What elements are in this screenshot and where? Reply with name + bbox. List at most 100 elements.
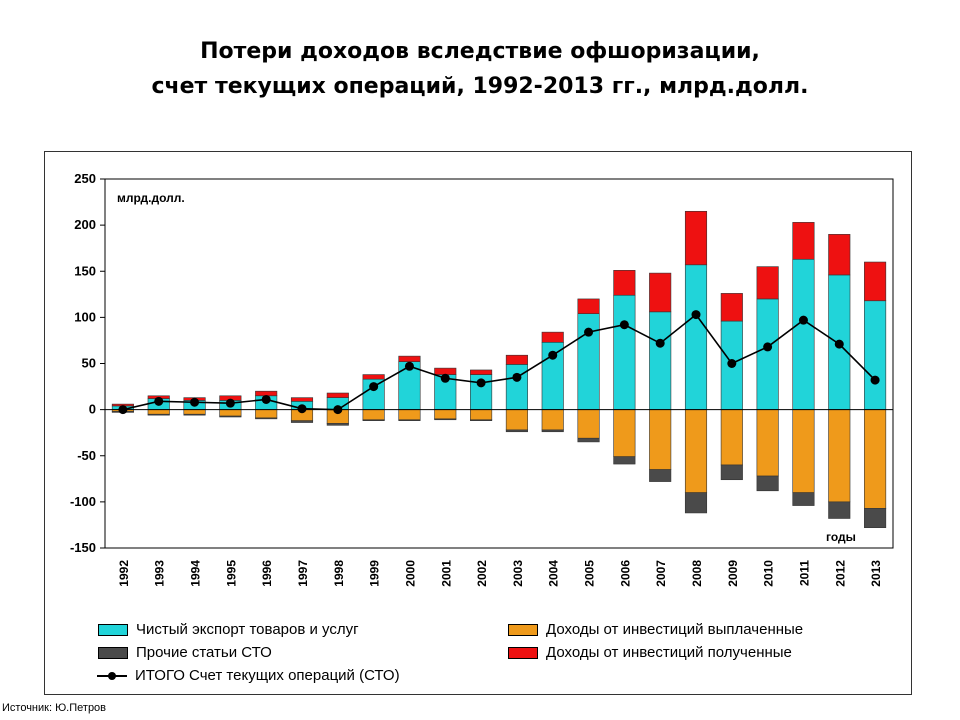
y-tick-label: 150 xyxy=(74,263,96,278)
x-tick-label-2005: 2005 xyxy=(583,560,597,587)
bar-other-1996 xyxy=(255,417,278,420)
bar-net-export-2007 xyxy=(649,311,672,410)
bar-other-2005 xyxy=(577,437,600,443)
total-point-2002 xyxy=(476,378,486,388)
bar-inv-received-2005 xyxy=(577,298,600,314)
bar-inv-paid-1999 xyxy=(362,409,385,421)
bar-inv-paid-2005 xyxy=(577,409,600,439)
bar-inv-paid-2000 xyxy=(398,409,421,421)
bar-inv-paid-2001 xyxy=(434,409,457,420)
bar-other-1994 xyxy=(183,413,206,416)
bar-other-2010 xyxy=(756,475,779,492)
x-tick-label-2009: 2009 xyxy=(726,560,740,587)
x-tick-label-1992: 1992 xyxy=(117,560,131,587)
bar-other-2004 xyxy=(541,429,564,433)
bar-inv-received-2004 xyxy=(541,331,564,343)
y-tick-label: 0 xyxy=(89,402,96,417)
bar-other-2011 xyxy=(792,492,815,506)
bar-net-export-2013 xyxy=(864,300,887,410)
bar-inv-received-2006 xyxy=(613,270,636,296)
x-tick-label-2000: 2000 xyxy=(403,560,417,587)
total-point-2009 xyxy=(727,359,737,368)
bar-inv-received-2002 xyxy=(470,369,493,375)
bar-inv-paid-1993 xyxy=(147,409,170,415)
bar-net-export-2010 xyxy=(756,298,779,410)
x-tick-label-2004: 2004 xyxy=(547,560,561,587)
total-series-line xyxy=(122,313,876,411)
total-point-2003 xyxy=(512,372,522,382)
bar-inv-paid-2003 xyxy=(505,409,528,431)
bar-inv-paid-1996 xyxy=(255,409,278,419)
y-unit-label: млрд.долл. xyxy=(117,191,185,205)
bar-other-2009 xyxy=(720,464,743,481)
total-point-1997 xyxy=(297,404,307,414)
x-tick-label-2013: 2013 xyxy=(869,560,883,587)
total-point-2006 xyxy=(619,320,629,330)
bar-inv-received-2012 xyxy=(828,234,851,276)
bar-inv-received-1998 xyxy=(326,392,349,398)
bar-inv-paid-1994 xyxy=(183,409,206,415)
total-point-2010 xyxy=(763,342,773,352)
bar-other-1997 xyxy=(290,420,314,423)
x-tick-label-1995: 1995 xyxy=(224,560,238,587)
bar-inv-received-2000 xyxy=(398,355,421,362)
x-tick-label-1997: 1997 xyxy=(296,560,310,587)
x-tick-label-1994: 1994 xyxy=(189,560,203,587)
x-tick-label-2007: 2007 xyxy=(654,560,668,587)
x-tick-label-2002: 2002 xyxy=(475,560,489,587)
bar-other-1993 xyxy=(147,413,170,416)
total-point-2004 xyxy=(548,350,558,360)
x-tick-label-2003: 2003 xyxy=(511,560,525,587)
bar-other-2008 xyxy=(684,492,708,514)
bar-inv-received-2008 xyxy=(684,210,708,266)
bar-other-2006 xyxy=(613,456,636,465)
total-point-1994 xyxy=(190,397,200,407)
bar-inv-paid-2012 xyxy=(828,409,851,503)
x-tick-label-1998: 1998 xyxy=(332,560,346,587)
x-tick-label-2008: 2008 xyxy=(690,560,704,587)
x-tick-label-2012: 2012 xyxy=(833,560,847,587)
bar-inv-paid-2010 xyxy=(756,409,779,477)
y-tick-label: 200 xyxy=(74,217,96,232)
bar-inv-received-2013 xyxy=(864,261,887,302)
bar-inv-received-1999 xyxy=(362,374,385,380)
source-note: Источник: Ю.Петров xyxy=(2,702,107,714)
x-tick-label-1993: 1993 xyxy=(153,560,167,587)
bar-other-1998 xyxy=(326,423,349,426)
bar-other-2001 xyxy=(434,418,457,421)
y-tick-label: -50 xyxy=(77,448,96,463)
bar-other-2012 xyxy=(828,501,851,519)
y-tick-label: -150 xyxy=(70,540,96,555)
total-point-1998 xyxy=(333,405,343,415)
bar-inv-paid-2008 xyxy=(684,409,708,493)
total-point-2007 xyxy=(655,338,665,348)
chart-title-line-1: Потери доходов вследствие офшоризации, xyxy=(200,39,760,64)
bar-other-2000 xyxy=(398,419,421,421)
total-point-2008 xyxy=(691,310,701,320)
y-tick-label: 50 xyxy=(82,356,96,371)
total-point-1995 xyxy=(225,398,235,408)
bar-inv-paid-2013 xyxy=(864,409,887,509)
total-point-2011 xyxy=(798,315,808,325)
x-tick-label-2001: 2001 xyxy=(439,560,453,587)
bar-net-export-2011 xyxy=(792,258,815,410)
bar-other-2013 xyxy=(864,508,887,529)
total-point-1996 xyxy=(261,394,271,404)
y-tick-label: -100 xyxy=(70,494,96,509)
bar-inv-paid-2009 xyxy=(720,409,743,466)
chart-title-line-2: счет текущих операций, 1992-2013 гг., мл… xyxy=(151,74,809,99)
bar-inv-paid-2011 xyxy=(792,409,815,493)
bar-other-2007 xyxy=(649,469,672,482)
y-tick-label: 250 xyxy=(74,171,96,186)
bar-other-2002 xyxy=(470,419,493,421)
total-point-2012 xyxy=(834,339,844,349)
x-tick-label-2006: 2006 xyxy=(618,560,632,587)
bar-inv-received-2003 xyxy=(505,354,528,365)
bar-other-1999 xyxy=(362,419,385,421)
x-tick-label-1999: 1999 xyxy=(368,560,382,587)
bar-other-1995 xyxy=(219,415,242,418)
bar-inv-paid-1995 xyxy=(219,409,242,417)
bar-inv-received-2001 xyxy=(434,367,457,375)
total-point-1993 xyxy=(154,396,164,406)
